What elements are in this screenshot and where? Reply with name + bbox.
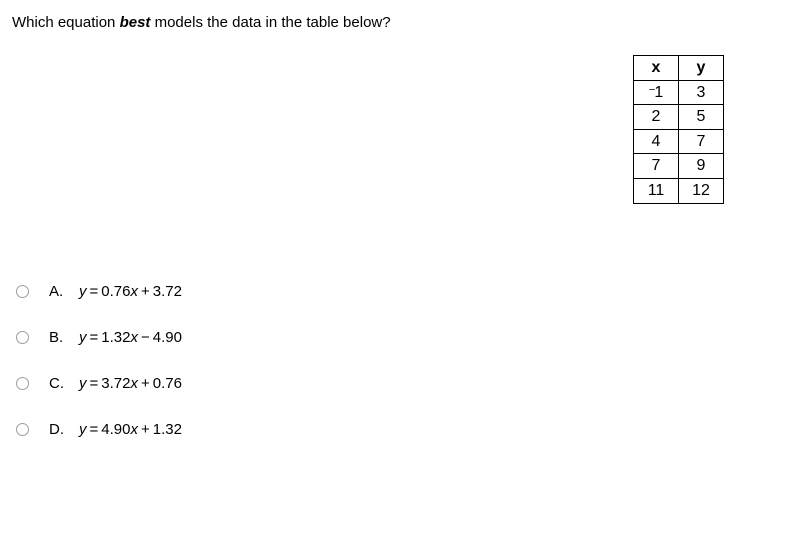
choice-letter: A. bbox=[49, 283, 69, 300]
table-row: −1 3 bbox=[634, 80, 724, 105]
cell-y: 9 bbox=[679, 154, 724, 179]
table-row: 2 5 bbox=[634, 105, 724, 130]
choice-equation: y=4.90x+1.32 bbox=[79, 421, 182, 438]
choice-d[interactable]: D. y=4.90x+1.32 bbox=[12, 406, 788, 452]
data-table: x y −1 3 2 5 4 7 7 9 11 12 bbox=[633, 55, 724, 204]
question-text: Which equation best models the data in t… bbox=[12, 14, 788, 31]
cell-x: 2 bbox=[634, 105, 679, 130]
question-emph: best bbox=[120, 14, 151, 31]
choice-letter: C. bbox=[49, 375, 69, 392]
cell-x: 7 bbox=[634, 154, 679, 179]
col-header-x: x bbox=[634, 56, 679, 81]
choice-body: B. y=1.32x−4.90 bbox=[49, 329, 182, 346]
col-header-y: y bbox=[679, 56, 724, 81]
cell-x: 4 bbox=[634, 129, 679, 154]
choice-equation: y=1.32x−4.90 bbox=[79, 329, 182, 346]
choice-equation: y=3.72x+0.76 bbox=[79, 375, 182, 392]
choice-body: D. y=4.90x+1.32 bbox=[49, 421, 182, 438]
choice-body: A. y=0.76x+3.72 bbox=[49, 283, 182, 300]
table-row: 4 7 bbox=[634, 129, 724, 154]
question-suffix: models the data in the table below? bbox=[150, 14, 390, 31]
radio-icon[interactable] bbox=[16, 285, 29, 298]
answer-choices: A. y=0.76x+3.72 B. y=1.32x−4.90 C. y=3.7… bbox=[12, 268, 788, 452]
choice-letter: D. bbox=[49, 421, 69, 438]
cell-y: 12 bbox=[679, 178, 724, 203]
radio-icon[interactable] bbox=[16, 377, 29, 390]
data-table-region: x y −1 3 2 5 4 7 7 9 11 12 bbox=[12, 55, 788, 204]
radio-icon[interactable] bbox=[16, 331, 29, 344]
table-row: 7 9 bbox=[634, 154, 724, 179]
choice-c[interactable]: C. y=3.72x+0.76 bbox=[12, 360, 788, 406]
cell-y: 3 bbox=[679, 80, 724, 105]
radio-icon[interactable] bbox=[16, 423, 29, 436]
cell-x: −1 bbox=[634, 80, 679, 105]
choice-a[interactable]: A. y=0.76x+3.72 bbox=[12, 268, 788, 314]
choice-b[interactable]: B. y=1.32x−4.90 bbox=[12, 314, 788, 360]
choice-body: C. y=3.72x+0.76 bbox=[49, 375, 182, 392]
table-row: 11 12 bbox=[634, 178, 724, 203]
cell-y: 5 bbox=[679, 105, 724, 130]
cell-y: 7 bbox=[679, 129, 724, 154]
choice-equation: y=0.76x+3.72 bbox=[79, 283, 182, 300]
question-prefix: Which equation bbox=[12, 14, 120, 31]
choice-letter: B. bbox=[49, 329, 69, 346]
cell-x: 11 bbox=[634, 178, 679, 203]
